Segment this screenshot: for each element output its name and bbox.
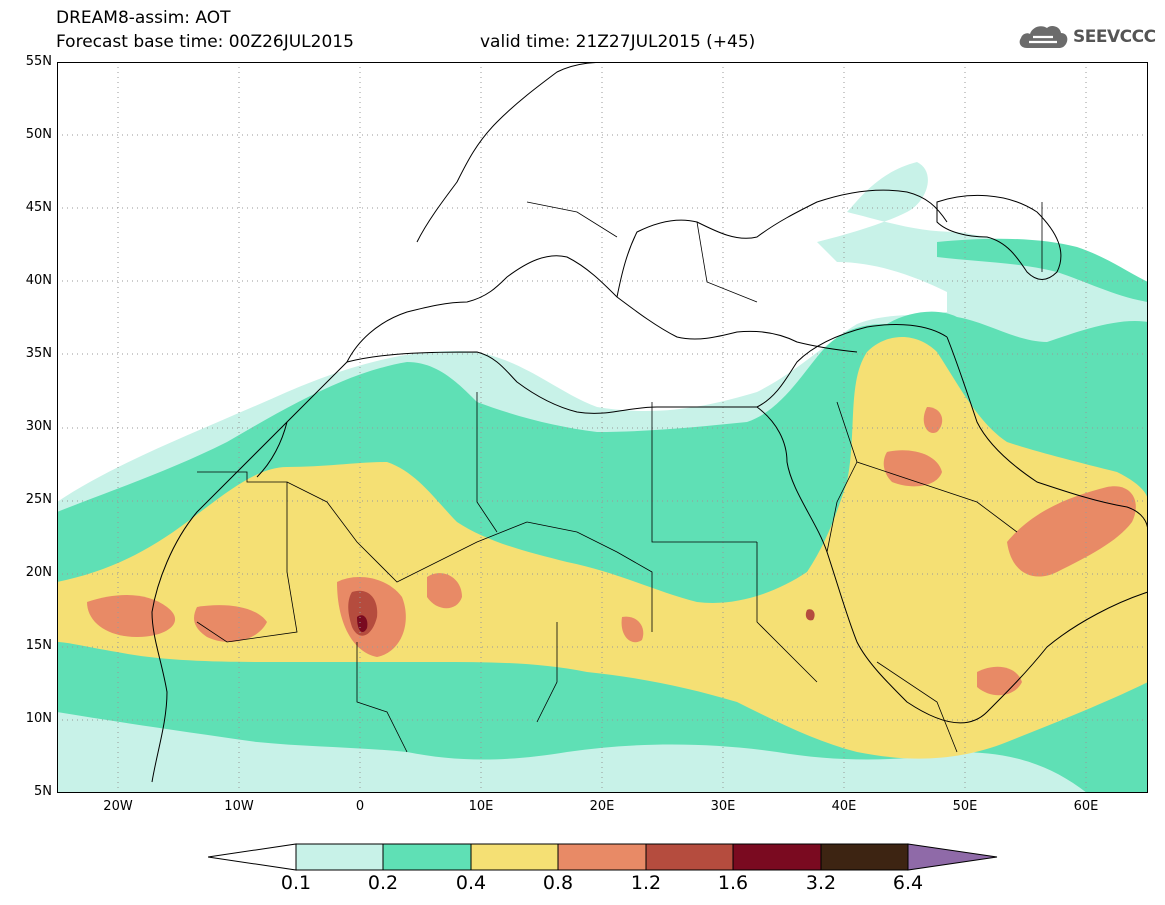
lat-label: 10N: [25, 711, 52, 726]
coastlines: [151, 62, 1148, 783]
lat-label: 55N: [25, 54, 52, 69]
lat-label: 20N: [25, 565, 52, 580]
lon-label: 20W: [103, 799, 133, 814]
lat-label: 15N: [25, 638, 52, 653]
lat-lon-grid: [57, 62, 1148, 793]
valid-time: valid time: 21Z27JUL2015 (+45): [480, 32, 756, 52]
colorbar-bin-0.4-0.8: [470, 843, 559, 871]
lon-label: 10E: [468, 799, 494, 814]
lon-label: 40E: [831, 799, 857, 814]
colorbar-label: 0.1: [280, 872, 312, 894]
colorbar-label: 3.2: [805, 872, 837, 894]
colorbar-bin-3.2-6.4: [820, 843, 909, 871]
lon-label: 10W: [224, 799, 254, 814]
lat-label: 35N: [25, 346, 52, 361]
lat-label: 25N: [25, 492, 52, 507]
country-borders: [196, 201, 1043, 753]
lon-label: 20E: [589, 799, 615, 814]
map-title: DREAM8-assim: AOT: [56, 8, 231, 28]
colorbar-label: 1.2: [630, 872, 662, 894]
aot-map: [57, 62, 1148, 793]
colorbar-label: 0.4: [455, 872, 487, 894]
lat-label: 5N: [34, 784, 52, 799]
colorbar-bin-1.2-1.6: [645, 843, 734, 871]
colorbar-over-triangle: [907, 843, 998, 871]
lat-label: 30N: [25, 419, 52, 434]
colorbar-bin-1.6-3.2: [732, 843, 822, 871]
colorbar-label: 0.2: [367, 872, 399, 894]
cloud-icon: [1019, 25, 1068, 48]
colorbar-bin-0.2-0.4: [382, 843, 472, 871]
colorbar-bin-0.1-0.2: [295, 843, 384, 871]
aot-colorbar: [208, 843, 998, 871]
lon-label: 0: [355, 799, 365, 814]
aot-contour-0.8: [87, 407, 1136, 696]
lat-label: 40N: [25, 273, 52, 288]
lat-label: 50N: [25, 127, 52, 142]
colorbar-bin-0.8-1.2: [557, 843, 647, 871]
forecast-base-time: Forecast base time: 00Z26JUL2015: [56, 32, 354, 52]
colorbar-label: 0.8: [542, 872, 574, 894]
logo-text: SEEVCCC: [1073, 27, 1156, 47]
aot-contour-1.2: [348, 590, 815, 636]
seevccc-logo: SEEVCCC: [1017, 22, 1156, 52]
colorbar-label: 6.4: [892, 872, 924, 894]
map-frame: [57, 62, 1148, 793]
lat-label: 45N: [25, 200, 52, 215]
lon-label: 50E: [952, 799, 978, 814]
colorbar-label: 1.6: [717, 872, 749, 894]
lon-label: 30E: [710, 799, 736, 814]
lon-label: 60E: [1073, 799, 1099, 814]
aot-contour-0.4: [57, 337, 1148, 759]
colorbar-under-triangle: [208, 843, 297, 871]
